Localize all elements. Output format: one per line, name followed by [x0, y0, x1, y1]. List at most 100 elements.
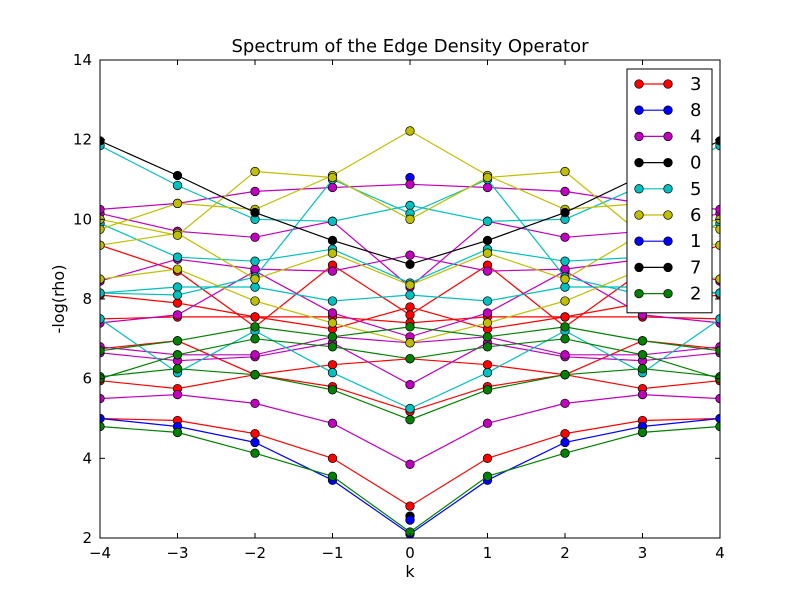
data-point — [327, 266, 338, 276]
legend-label: 2 — [690, 284, 701, 305]
legend-marker — [634, 210, 644, 220]
data-point — [100, 224, 105, 234]
data-point — [100, 421, 105, 432]
data-point — [405, 302, 415, 312]
legend-label: 6 — [690, 205, 701, 226]
data-point — [172, 427, 183, 438]
x-tick-label: 3 — [638, 544, 648, 562]
data-point — [405, 322, 415, 332]
legend-label: 7 — [690, 257, 701, 278]
data-point — [327, 342, 338, 352]
data-point — [250, 312, 260, 322]
data-point — [250, 428, 260, 439]
data-point — [100, 346, 105, 356]
legend-label: 3 — [690, 74, 701, 95]
data-point — [715, 413, 720, 424]
data-point — [482, 172, 493, 183]
data-point — [405, 379, 415, 390]
data-point — [250, 350, 260, 360]
data-point — [637, 364, 648, 374]
data-point — [482, 318, 493, 328]
data-point — [327, 368, 338, 378]
data-point — [172, 389, 183, 400]
data-point — [405, 250, 415, 260]
legend-marker — [634, 79, 644, 89]
data-point — [560, 448, 570, 458]
data-point — [482, 308, 493, 318]
y-tick-label: 14 — [73, 51, 92, 69]
data-point — [405, 515, 415, 525]
legend-entry: 1 — [634, 231, 701, 252]
data-point — [172, 298, 183, 308]
data-point — [560, 256, 570, 266]
data-point — [405, 280, 415, 290]
legend-label: 8 — [690, 100, 701, 121]
legend-marker — [634, 236, 644, 246]
data-point — [560, 264, 570, 274]
data-point — [482, 296, 493, 306]
data-point — [482, 471, 493, 481]
data-point — [327, 308, 338, 318]
data-point — [560, 370, 570, 380]
data-point — [250, 256, 260, 266]
data-point — [560, 334, 570, 344]
legend-entry: 2 — [634, 284, 701, 305]
legend-entry: 7 — [634, 257, 701, 278]
x-tick-label: 2 — [560, 544, 570, 562]
y-tick-label: 12 — [73, 131, 92, 149]
data-point — [560, 186, 570, 197]
data-point — [482, 182, 493, 193]
x-tick-label: 0 — [405, 544, 415, 562]
data-point — [250, 296, 260, 306]
data-point — [172, 350, 183, 360]
data-point — [172, 282, 183, 292]
data-point — [405, 126, 415, 136]
data-point — [250, 398, 260, 409]
data-point — [172, 180, 183, 191]
data-point — [482, 332, 493, 342]
data-point — [405, 415, 415, 425]
data-point — [172, 310, 183, 320]
y-tick-label: 4 — [82, 449, 92, 467]
legend-marker — [663, 184, 673, 194]
data-point — [482, 360, 493, 370]
series-1 — [405, 515, 415, 525]
y-tick-label: 6 — [82, 370, 92, 388]
legend-label: 0 — [690, 153, 701, 174]
legend-entry: 8 — [634, 100, 701, 121]
x-tick-label: −3 — [166, 544, 188, 562]
legend-marker — [634, 184, 644, 194]
data-point — [327, 248, 338, 258]
chart-title: Spectrum of the Edge Density Operator — [231, 36, 589, 57]
legend-marker — [663, 131, 673, 142]
data-point — [482, 248, 493, 258]
series-2 — [100, 421, 720, 537]
data-point — [715, 136, 720, 146]
data-point — [327, 216, 338, 226]
legend-marker — [663, 79, 673, 89]
data-point — [482, 342, 493, 352]
x-tick-label: −1 — [321, 544, 343, 562]
data-point — [560, 232, 570, 242]
legend-marker — [663, 262, 673, 273]
data-point — [715, 224, 720, 234]
data-point — [172, 198, 183, 209]
data-point — [405, 501, 415, 511]
data-point — [482, 368, 493, 378]
data-point — [100, 240, 105, 250]
y-tick-label: 2 — [82, 529, 92, 547]
data-point — [560, 207, 570, 218]
series-2 — [100, 364, 720, 425]
data-point — [327, 385, 338, 395]
data-point — [637, 350, 648, 360]
data-point — [405, 354, 415, 364]
data-point — [250, 186, 260, 197]
data-point — [100, 393, 105, 404]
legend-marker — [634, 105, 644, 115]
data-point — [250, 370, 260, 380]
data-point — [172, 264, 183, 274]
legend: 3 8 4 0 5 6 1 7 2 — [626, 68, 713, 314]
series-2 — [100, 334, 720, 384]
legend-marker — [663, 105, 673, 115]
data-point — [560, 398, 570, 409]
